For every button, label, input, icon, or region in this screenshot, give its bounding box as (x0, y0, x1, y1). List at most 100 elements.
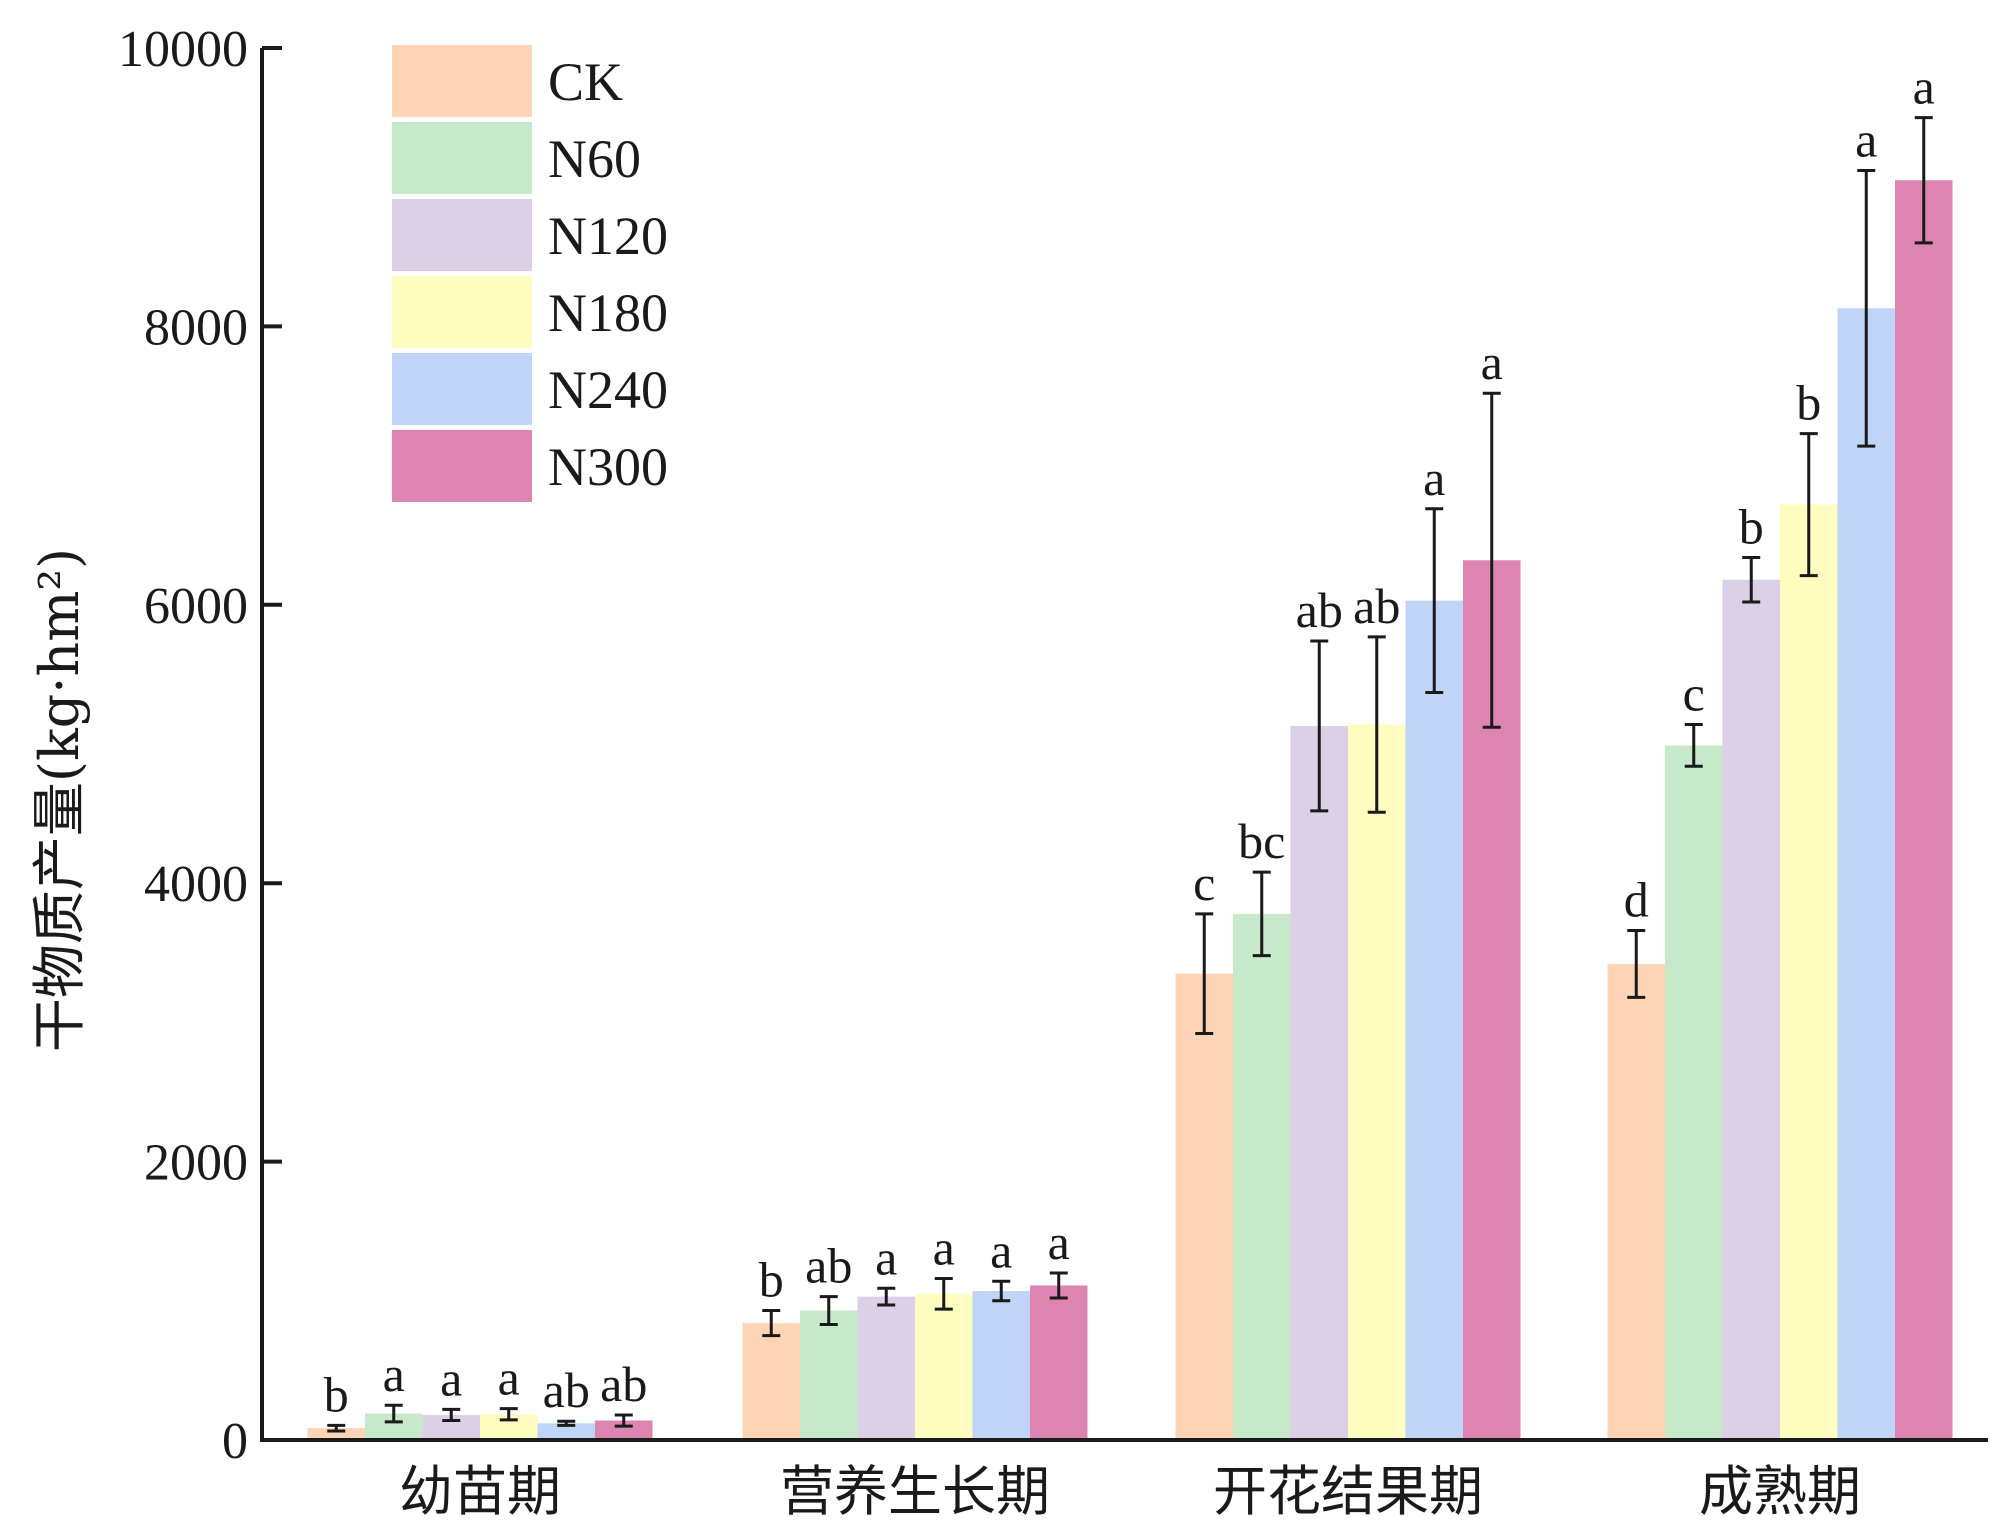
error-bar-ck-2 (1195, 912, 1214, 1036)
bar-ck-2 (1175, 973, 1233, 1440)
legend-swatch-n180 (392, 276, 532, 348)
legend-label-n180: N180 (548, 283, 668, 343)
legend-swatch-n120 (392, 199, 532, 271)
error-bar-ck-3 (1627, 929, 1646, 999)
bar-n300-0 (595, 1420, 653, 1440)
bar-n180-2 (1348, 724, 1406, 1440)
significance-label-n240-3: a (1855, 111, 1877, 167)
significance-label-n180-1: a (933, 1220, 955, 1276)
bar-n180-3 (1780, 504, 1838, 1440)
x-category-label-1: 营养生长期 (780, 1460, 1050, 1523)
bar-n240-0 (537, 1423, 595, 1440)
legend-label-n240: N240 (548, 360, 668, 420)
error-bar-ck-0 (327, 1423, 346, 1433)
error-bar-n60-2 (1252, 870, 1271, 958)
significance-label-n60-1: ab (805, 1238, 852, 1294)
error-bar-n120-1 (877, 1286, 896, 1307)
bar-n240-3 (1837, 308, 1895, 1441)
error-bar-n60-3 (1684, 723, 1703, 768)
legend-label-n120: N120 (548, 206, 668, 266)
error-bar-n300-2 (1482, 391, 1501, 729)
y-tick-label-10000: 10000 (118, 21, 248, 78)
legend-swatch-n60 (392, 122, 532, 194)
error-bar-n120-3 (1742, 555, 1761, 604)
error-bar-n300-3 (1914, 116, 1933, 245)
y-tick-labels: 0 2000 4000 6000 8000 10000 (118, 21, 282, 1470)
significance-label-n120-2: ab (1296, 582, 1343, 638)
significance-label-n300-3: a (1913, 59, 1935, 115)
bar-ck-0 (307, 1428, 365, 1440)
error-bar-n300-1 (1049, 1271, 1068, 1300)
legend-label-n60: N60 (548, 129, 641, 189)
significance-label-n180-0: a (498, 1350, 520, 1406)
significance-label-n180-3: b (1796, 375, 1821, 431)
x-category-label-2: 开花结果期 (1213, 1460, 1483, 1523)
bar-n120-2 (1290, 725, 1348, 1440)
y-tick-label-8000: 8000 (144, 299, 248, 356)
significance-label-n60-3: c (1683, 666, 1705, 722)
error-bar-n240-3 (1857, 168, 1876, 448)
legend-label-n300: N300 (548, 437, 668, 497)
error-bar-n180-1 (934, 1277, 953, 1311)
y-axis-label: 干物质产量(kg·hm²) (28, 548, 91, 1052)
bar-n300-3 (1895, 180, 1953, 1441)
significance-label-n240-0: ab (543, 1362, 590, 1418)
significance-label-n180-2: ab (1353, 578, 1400, 634)
significance-label-ck-0: b (324, 1366, 349, 1422)
error-bars-layer (327, 116, 1933, 1433)
legend-swatch-ck (392, 45, 532, 117)
significance-label-n240-1: a (990, 1222, 1012, 1278)
y-tick-label-4000: 4000 (144, 856, 248, 913)
significance-label-ck-2: c (1193, 855, 1215, 911)
y-tick-label-0: 0 (222, 1413, 248, 1470)
significance-label-ck-3: d (1624, 872, 1649, 928)
bar-n120-1 (857, 1296, 915, 1440)
error-bar-n240-2 (1425, 507, 1444, 694)
error-bar-n120-2 (1310, 639, 1329, 813)
error-bar-n300-0 (614, 1413, 633, 1428)
error-bar-ck-1 (762, 1309, 781, 1338)
error-bar-n180-2 (1367, 635, 1386, 814)
bar-n60-3 (1665, 745, 1723, 1440)
bar-n60-1 (800, 1310, 858, 1440)
error-bar-n60-0 (384, 1403, 403, 1424)
error-bar-n60-1 (819, 1295, 838, 1326)
bar-n180-1 (915, 1293, 973, 1440)
y-tick-label-6000: 6000 (144, 578, 248, 635)
bar-ck-1 (742, 1323, 800, 1440)
legend-swatch-n240 (392, 353, 532, 425)
bar-n60-2 (1233, 913, 1291, 1440)
significance-label-n120-3: b (1739, 498, 1764, 554)
x-category-labels: 幼苗期 营养生长期 开花结果期 成熟期 (399, 1460, 1861, 1523)
error-bar-n180-3 (1799, 432, 1818, 578)
significance-label-n300-0: ab (600, 1356, 647, 1412)
legend: CK N60 N120 N180 N240 N300 (392, 45, 668, 502)
error-bar-n120-0 (442, 1407, 461, 1423)
legend-label-ck: CK (548, 52, 623, 112)
significance-label-n120-0: a (440, 1350, 462, 1406)
bar-n240-1 (972, 1291, 1030, 1440)
bar-ck-3 (1607, 963, 1665, 1440)
bar-n240-2 (1405, 600, 1463, 1440)
y-tick-label-2000: 2000 (144, 1135, 248, 1192)
significance-label-n60-0: a (383, 1346, 405, 1402)
significance-label-n120-1: a (875, 1229, 897, 1285)
significance-label-n300-2: a (1481, 334, 1503, 390)
bar-n300-1 (1030, 1285, 1088, 1440)
significance-label-ck-1: b (759, 1252, 784, 1308)
bar-n120-3 (1722, 579, 1780, 1440)
error-bar-n180-0 (499, 1407, 518, 1422)
x-category-label-3: 成熟期 (1699, 1460, 1861, 1523)
axes-layer (260, 48, 1988, 1442)
legend-swatch-n300 (392, 430, 532, 502)
x-category-label-0: 幼苗期 (399, 1460, 561, 1523)
bars-layer (307, 180, 1953, 1441)
error-bar-n240-1 (992, 1279, 1011, 1303)
significance-label-n300-1: a (1048, 1214, 1070, 1270)
error-bar-n240-0 (557, 1419, 576, 1427)
significance-label-n60-2: bc (1238, 813, 1285, 869)
significance-label-n240-2: a (1423, 450, 1445, 506)
